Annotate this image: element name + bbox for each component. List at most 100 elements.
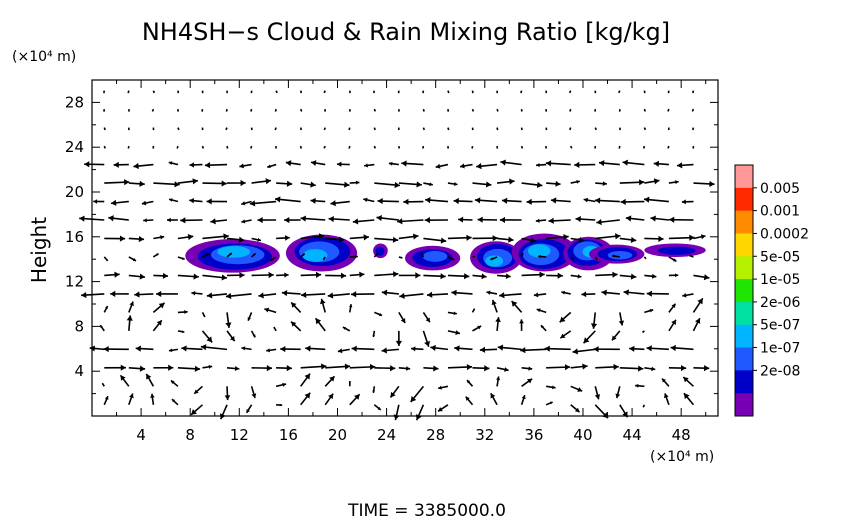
wind-arrow xyxy=(472,181,492,188)
wind-arrow xyxy=(226,236,245,243)
wind-arrow xyxy=(691,127,695,131)
wind-arrow xyxy=(536,308,547,314)
wind-arrow xyxy=(299,90,303,94)
wind-arrow xyxy=(595,271,618,278)
wind-arrow xyxy=(619,273,637,280)
wind-arrow xyxy=(486,290,498,295)
wind-arrow xyxy=(224,386,231,401)
wind-arrow xyxy=(682,376,694,387)
wind-arrow xyxy=(135,345,154,352)
wind-arrow xyxy=(204,162,228,169)
x-tick-label: 44 xyxy=(623,426,642,444)
wind-arrow xyxy=(415,404,425,421)
wind-arrow xyxy=(447,363,473,371)
wind-arrow xyxy=(641,330,645,334)
wind-arrow xyxy=(559,311,572,323)
wind-arrow xyxy=(619,236,637,243)
wind-arrow xyxy=(619,179,645,186)
x-tick-label: 40 xyxy=(573,426,592,444)
wind-arrow xyxy=(619,365,644,372)
wind-arrow xyxy=(668,273,679,278)
wind-arrow xyxy=(299,108,303,112)
wind-arrow xyxy=(520,145,524,149)
wind-arrow xyxy=(364,163,375,168)
wind-arrow xyxy=(561,290,571,295)
wind-arrow xyxy=(644,273,657,279)
wind-arrow xyxy=(290,301,302,313)
wind-arrow xyxy=(496,108,499,112)
wind-arrow xyxy=(241,346,252,351)
wind-arrow xyxy=(477,216,498,223)
time-label: TIME = 3385000.0 xyxy=(347,501,506,519)
wind-arrow xyxy=(177,178,199,185)
wind-arrow xyxy=(247,312,253,321)
wind-arrow xyxy=(150,393,155,405)
wind-arrow xyxy=(459,163,473,169)
wind-arrow xyxy=(496,127,499,131)
wind-arrow xyxy=(447,256,455,261)
wind-arrow xyxy=(348,145,351,149)
wind-arrow xyxy=(471,308,476,313)
y-tick-label: 12 xyxy=(65,273,84,291)
wind-arrow xyxy=(193,385,204,395)
wind-arrow xyxy=(299,145,302,149)
wind-arrow xyxy=(299,127,303,131)
wind-arrow xyxy=(642,145,646,149)
wind-arrow xyxy=(290,321,302,332)
wind-arrow xyxy=(202,274,228,281)
wind-arrow xyxy=(398,272,421,279)
wind-arrow xyxy=(300,291,326,299)
wind-arrow xyxy=(625,215,645,222)
wind-arrow xyxy=(423,273,446,280)
wind-arrow xyxy=(374,236,399,243)
wind-arrow xyxy=(575,216,596,223)
wind-arrow xyxy=(594,127,598,131)
wind-arrow xyxy=(422,311,431,323)
wind-arrow xyxy=(177,310,188,315)
wind-arrow xyxy=(336,161,350,167)
wind-arrow xyxy=(538,254,547,259)
wind-arrow xyxy=(499,292,522,299)
wind-arrow xyxy=(376,214,399,222)
wind-arrow xyxy=(520,90,523,94)
wind-arrow xyxy=(644,366,656,372)
wind-arrow xyxy=(646,290,669,297)
wind-arrow xyxy=(545,401,553,406)
wind-arrow xyxy=(250,330,256,338)
wind-arrow xyxy=(544,345,571,352)
wind-arrow xyxy=(618,312,625,326)
wind-arrow xyxy=(693,274,710,281)
wind-arrow xyxy=(319,298,326,313)
wind-arrow xyxy=(103,305,109,313)
wind-arrow xyxy=(226,365,240,372)
wind-arrow xyxy=(342,326,351,332)
wind-arrow xyxy=(496,376,501,387)
wind-arrow xyxy=(225,127,228,131)
wind-arrow xyxy=(226,252,233,258)
wind-arrow xyxy=(668,256,677,262)
wind-arrow xyxy=(472,235,498,242)
colorbar-label: 2e-06 xyxy=(760,295,800,311)
colorbar-label: 0.0002 xyxy=(760,226,809,242)
wind-arrow xyxy=(348,127,351,131)
wind-arrow xyxy=(381,347,399,354)
cloud-contour xyxy=(527,244,551,258)
wind-arrow xyxy=(472,255,476,258)
wind-arrow xyxy=(546,385,556,390)
wind-arrow xyxy=(500,159,522,166)
wind-arrow xyxy=(363,197,375,203)
wind-arrow xyxy=(349,255,358,259)
wind-arrow xyxy=(328,215,350,223)
wind-arrow xyxy=(143,218,154,223)
colorbar-label: 1e-07 xyxy=(760,341,800,357)
wind-arrow xyxy=(373,252,379,258)
wind-arrow xyxy=(474,197,498,204)
wind-arrow xyxy=(300,215,326,222)
wind-arrow xyxy=(227,179,246,187)
x-tick-label: 16 xyxy=(279,426,298,444)
wind-arrow xyxy=(202,253,210,258)
wind-arrow xyxy=(177,127,180,131)
wind-arrow xyxy=(323,90,326,94)
wind-arrow xyxy=(643,256,647,260)
